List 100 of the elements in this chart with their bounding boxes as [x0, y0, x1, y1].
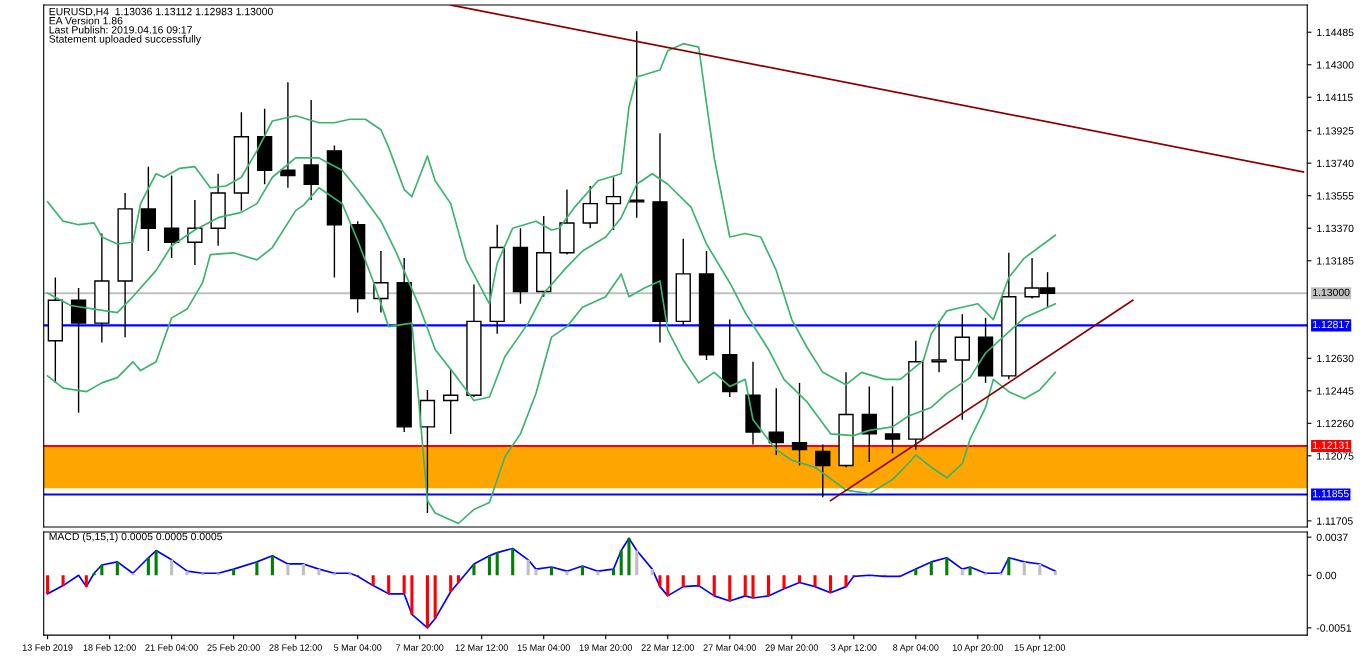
candlestick [373, 250, 389, 314]
candlestick [280, 81, 296, 189]
y-tick-label: 1.12630 [1317, 354, 1354, 363]
y-tick-label: 1.13925 [1317, 127, 1354, 135]
bar [1007, 557, 1011, 576]
ref-line-label: 1.11855 [1313, 489, 1349, 498]
bar [984, 573, 988, 576]
candlestick [884, 385, 901, 454]
bar [425, 575, 429, 628]
bar [526, 559, 530, 576]
bar [1022, 561, 1026, 576]
x-tick-label: 8 Apr 04:00 [893, 644, 939, 653]
bar [449, 575, 453, 592]
bar [387, 575, 391, 594]
y-tick-label: 1.13740 [1317, 159, 1354, 168]
bar [681, 575, 685, 587]
candlestick [582, 185, 598, 229]
bar [332, 573, 336, 576]
chart-title: EURUSD,H4 1.13036 1.13112 1.12983 1.13000 [49, 7, 273, 17]
y-tick-label: 1.14115 [1317, 93, 1353, 102]
bar [255, 561, 259, 576]
bar [751, 575, 755, 598]
bar [433, 575, 437, 619]
bar [766, 575, 771, 596]
bar [456, 575, 460, 583]
bar [92, 573, 96, 576]
bar [611, 569, 616, 576]
x-tick-label: 15 Mar 04:00 [517, 644, 570, 651]
line-series [46, 157, 1057, 437]
line-series [46, 186, 1057, 525]
bar [782, 575, 786, 589]
bar [472, 563, 476, 576]
bar [410, 575, 414, 615]
bar [301, 563, 305, 576]
candlestick [70, 287, 87, 414]
bar [960, 569, 964, 576]
bar [348, 573, 352, 576]
bar [402, 575, 406, 594]
bar [185, 571, 189, 576]
bar [100, 564, 104, 576]
x-tick-label: 12 Mar 12:00 [455, 644, 508, 651]
x-tick-label: 7 Mar 20:00 [396, 644, 444, 651]
bar [286, 563, 290, 576]
candlestick [861, 385, 877, 463]
bar [115, 561, 119, 576]
bar [844, 575, 848, 587]
bar [371, 575, 375, 586]
x-tick-label: 15 Apr 12:00 [1014, 644, 1066, 653]
bar [495, 552, 499, 576]
y-tick-label: 1.12260 [1317, 419, 1354, 428]
annotation: EA Version 1.86 [49, 16, 123, 25]
ref-line-label: 1.13000 [1313, 288, 1350, 297]
bar [697, 575, 701, 586]
bar [216, 573, 220, 576]
bar [154, 550, 158, 576]
bar [1038, 563, 1042, 576]
bar [511, 548, 515, 576]
candlestick [768, 387, 784, 456]
y-tick-label: 1.13370 [1317, 224, 1354, 233]
bar [232, 569, 236, 576]
candlestick [791, 382, 808, 467]
x-tick-label: 19 Mar 20:00 [579, 644, 632, 651]
bar [84, 575, 88, 587]
candlestick [605, 176, 622, 231]
x-tick-label: 5 Mar 04:00 [333, 644, 382, 651]
bar [658, 575, 662, 587]
x-tick-label: 21 Feb 04:00 [145, 644, 198, 651]
bar [627, 538, 631, 576]
bar [580, 566, 585, 576]
x-tick-label: 22 Mar 12:00 [641, 644, 694, 651]
y-tick-label: 1.11705 [1317, 517, 1353, 525]
bar [619, 550, 623, 576]
candlestick [954, 313, 970, 421]
x-tick-label: 3 Apr 12:00 [831, 644, 877, 653]
y-tick-label: 1.14485 [1317, 28, 1354, 37]
bar [270, 555, 274, 576]
bar [487, 555, 491, 576]
bar [61, 575, 65, 586]
bar [914, 569, 918, 576]
bar [201, 573, 205, 576]
bar [929, 561, 933, 576]
bar [666, 575, 670, 596]
annotation: Last Publish: 2019.04.16 09:17 [49, 25, 192, 34]
chart-title: MACD (5,15,1) 0.0005 0.0005 0.0005 [49, 532, 223, 543]
bar [317, 569, 321, 576]
x-tick-label: 10 Apr 20:00 [952, 644, 1004, 653]
y-tick-label: 1.14300 [1317, 61, 1354, 69]
x-tick-label: 25 Feb 20:00 [207, 644, 260, 651]
candlestick [303, 99, 319, 201]
candlestick [163, 174, 180, 259]
y-tick-label: -0.0051 [1316, 624, 1352, 632]
bar [728, 575, 732, 602]
bar [712, 575, 716, 596]
bar [828, 575, 833, 593]
bar [813, 575, 817, 587]
bar [146, 557, 150, 576]
bar [131, 573, 135, 576]
bar [635, 550, 639, 576]
y-tick-label: 0.0037 [1316, 533, 1348, 542]
x-tick-label: 18 Feb 12:00 [83, 644, 136, 651]
